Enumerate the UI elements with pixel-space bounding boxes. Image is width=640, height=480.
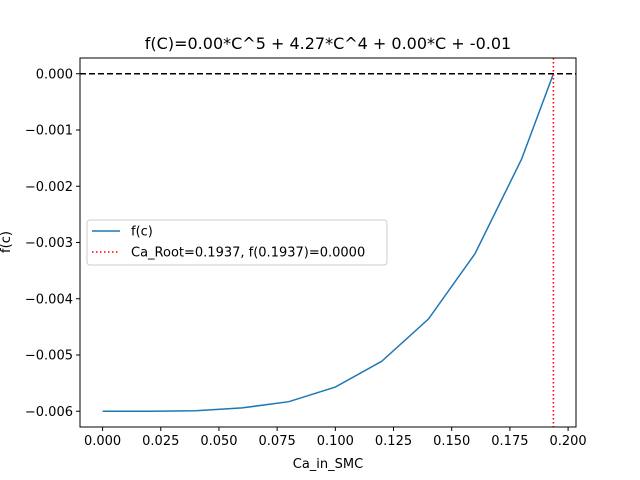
x-tick-label: 0.025 <box>142 434 179 449</box>
y-tick-label: 0.000 <box>36 67 73 82</box>
plot-content <box>80 58 576 427</box>
x-tick-label: 0.100 <box>317 434 354 449</box>
y-tick-label: −0.001 <box>25 124 73 139</box>
y-tick-label: −0.004 <box>25 292 73 307</box>
x-tick-label: 0.125 <box>375 434 412 449</box>
y-tick-label: −0.003 <box>25 236 73 251</box>
y-axis-title: f(c) <box>0 231 14 253</box>
x-axis: 0.000 0.025 0.050 0.075 0.100 0.125 0.150 0.175… <box>84 427 587 449</box>
y-axis: 0.000 −0.001 −0.002 −0.003 −0.004 −0.005 −0.00… <box>25 67 80 420</box>
y-tick-label: −0.002 <box>25 180 73 195</box>
legend: f(c) Ca_Root=0.1937, f(0.1937)=0.0000 <box>86 219 388 266</box>
legend-label: Ca_Root=0.1937, f(0.1937)=0.0000 <box>131 246 365 261</box>
legend-box <box>86 219 388 266</box>
y-tick-label: −0.006 <box>25 405 73 420</box>
x-tick-label: 0.000 <box>84 434 121 449</box>
x-tick-label: 0.050 <box>200 434 237 449</box>
x-tick-label: 0.175 <box>491 434 528 449</box>
y-tick-label: −0.005 <box>25 349 73 364</box>
legend-label: f(c) <box>131 225 153 240</box>
x-tick-label: 0.150 <box>433 434 470 449</box>
x-tick-label: 0.200 <box>549 434 586 449</box>
chart-title: f(C)=0.00*C^5 + 4.27*C^4 + 0.00*C + -0.0… <box>145 34 511 53</box>
x-axis-title: Ca_in_SMC <box>293 457 363 472</box>
series-line-f-c <box>102 73 555 412</box>
x-tick-label: 0.075 <box>259 434 296 449</box>
